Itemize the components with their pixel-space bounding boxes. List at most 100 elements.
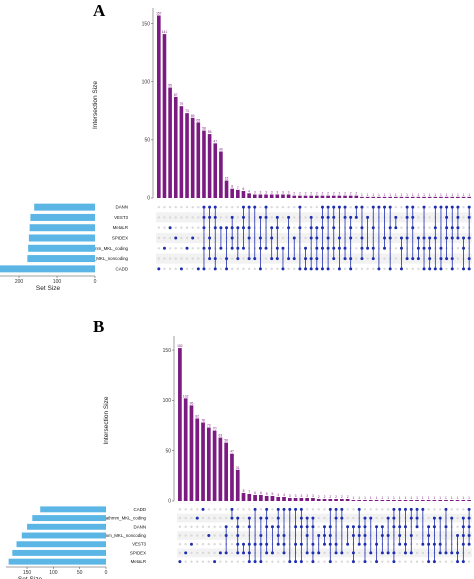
matrix-dot-empty	[230, 525, 234, 528]
matrix-dot-empty	[185, 205, 189, 209]
matrix-dot-empty	[400, 216, 403, 219]
matrix-dot-empty	[304, 236, 307, 240]
matrix-dot-active	[242, 551, 246, 555]
intersection-bar	[196, 122, 201, 198]
matrix-dot-empty	[398, 551, 401, 555]
intersection-bar	[461, 499, 466, 501]
intersection-bar	[259, 494, 263, 501]
bar-value-label: 1	[361, 193, 363, 197]
matrix-dot-active	[179, 267, 183, 271]
bar-value-label: 1	[399, 496, 401, 500]
bar-value-label: 1	[352, 496, 354, 500]
matrix-dot-empty	[293, 226, 296, 229]
matrix-dot-empty	[264, 267, 268, 271]
set-name-label: Fathmm_MKL_noncoding	[78, 256, 129, 261]
matrix-dot-empty	[343, 267, 347, 271]
intersection-bar	[168, 87, 172, 198]
intersection-bar	[247, 493, 252, 501]
set-name-label: VEST3	[114, 215, 128, 220]
intersection-bar	[409, 499, 414, 501]
matrix-dot-empty	[355, 267, 358, 271]
set-size-bar	[29, 224, 95, 232]
intersection-bar	[320, 195, 325, 198]
bar-value-label: 3	[271, 191, 273, 195]
set-size-bar	[16, 541, 107, 548]
matrix-dot-empty	[230, 257, 234, 260]
matrix-dot-empty	[157, 257, 161, 260]
bar-value-label: 157	[156, 11, 162, 15]
bar-value-label: 3	[265, 191, 267, 195]
bar-value-label: 95	[190, 401, 194, 405]
intersection-bar	[241, 492, 246, 501]
matrix-dot-empty	[456, 516, 459, 520]
y-tick-label: 50	[144, 138, 150, 144]
y-axis-title: Intersection Size	[92, 81, 99, 129]
set-size-tick-label: 0	[94, 279, 97, 285]
bar-value-label: 1	[378, 193, 380, 197]
matrix-dot-empty	[174, 205, 177, 209]
set-size-bar	[30, 213, 95, 221]
matrix-dot-empty	[394, 257, 398, 260]
bar-value-label: 2	[341, 495, 343, 499]
bar-value-label: 1	[376, 496, 378, 500]
matrix-dot-active	[174, 236, 178, 240]
matrix-dot-empty	[168, 205, 172, 209]
matrix-row-shade	[156, 212, 472, 223]
matrix-dot-empty	[270, 216, 273, 219]
bar-value-label: 102	[183, 394, 189, 398]
intersection-bar	[399, 196, 404, 198]
intersection-bar	[286, 194, 291, 198]
matrix-dot-empty	[168, 236, 172, 240]
matrix-dot-active	[195, 516, 199, 520]
set-size-bar	[28, 244, 95, 252]
matrix-dot-empty	[196, 508, 199, 511]
matrix-dot-active	[450, 516, 454, 520]
matrix-dot-empty	[346, 560, 349, 563]
matrix-dot-empty	[201, 534, 205, 537]
set-size-bar	[32, 515, 106, 522]
matrix-dot-active	[421, 542, 425, 546]
matrix-dot-empty	[157, 247, 161, 250]
matrix-dot-active	[317, 551, 321, 555]
matrix-dot-empty	[163, 257, 166, 260]
matrix-dot-empty	[456, 267, 460, 271]
set-size-bar	[27, 255, 95, 263]
matrix-dot-empty	[196, 534, 199, 537]
intersection-bar	[303, 195, 308, 198]
bar-value-label: 8	[243, 489, 245, 493]
intersection-bar	[311, 497, 315, 501]
matrix-dot-active	[224, 551, 228, 555]
matrix-dot-empty	[421, 551, 425, 555]
matrix-dot-active	[357, 542, 361, 546]
matrix-dot-empty	[230, 560, 234, 563]
set-name-label: VEST3	[132, 542, 146, 547]
matrix-dot-empty	[174, 247, 177, 250]
matrix-dot-empty	[282, 560, 286, 563]
bar-value-label: 1	[401, 193, 403, 197]
bar-value-label: 3	[312, 494, 314, 498]
matrix-dot-empty	[369, 560, 372, 563]
matrix-dot-empty	[242, 267, 245, 271]
set-name-label: DANN	[116, 205, 128, 210]
intersection-bar	[368, 499, 373, 501]
matrix-dot-empty	[196, 560, 199, 563]
intersection-bar	[247, 193, 251, 198]
intersection-bar	[380, 499, 385, 501]
intersection-bar	[420, 499, 425, 501]
matrix-dot-active	[259, 516, 263, 520]
matrix-dot-empty	[219, 534, 222, 537]
set-size-tick-label: 50	[77, 570, 83, 576]
matrix-dot-empty	[355, 226, 358, 229]
intersection-bar	[365, 196, 370, 198]
matrix-dot-active	[236, 551, 240, 555]
bar-value-label: 6	[254, 491, 256, 495]
intersection-bar	[264, 495, 269, 501]
matrix-dot-empty	[366, 257, 369, 260]
matrix-dot-active	[363, 516, 367, 520]
matrix-dot-empty	[317, 508, 320, 511]
matrix-dot-empty	[271, 516, 274, 520]
matrix-dot-empty	[208, 267, 211, 271]
bar-value-label: 1	[381, 496, 383, 500]
matrix-dot-empty	[369, 508, 372, 511]
